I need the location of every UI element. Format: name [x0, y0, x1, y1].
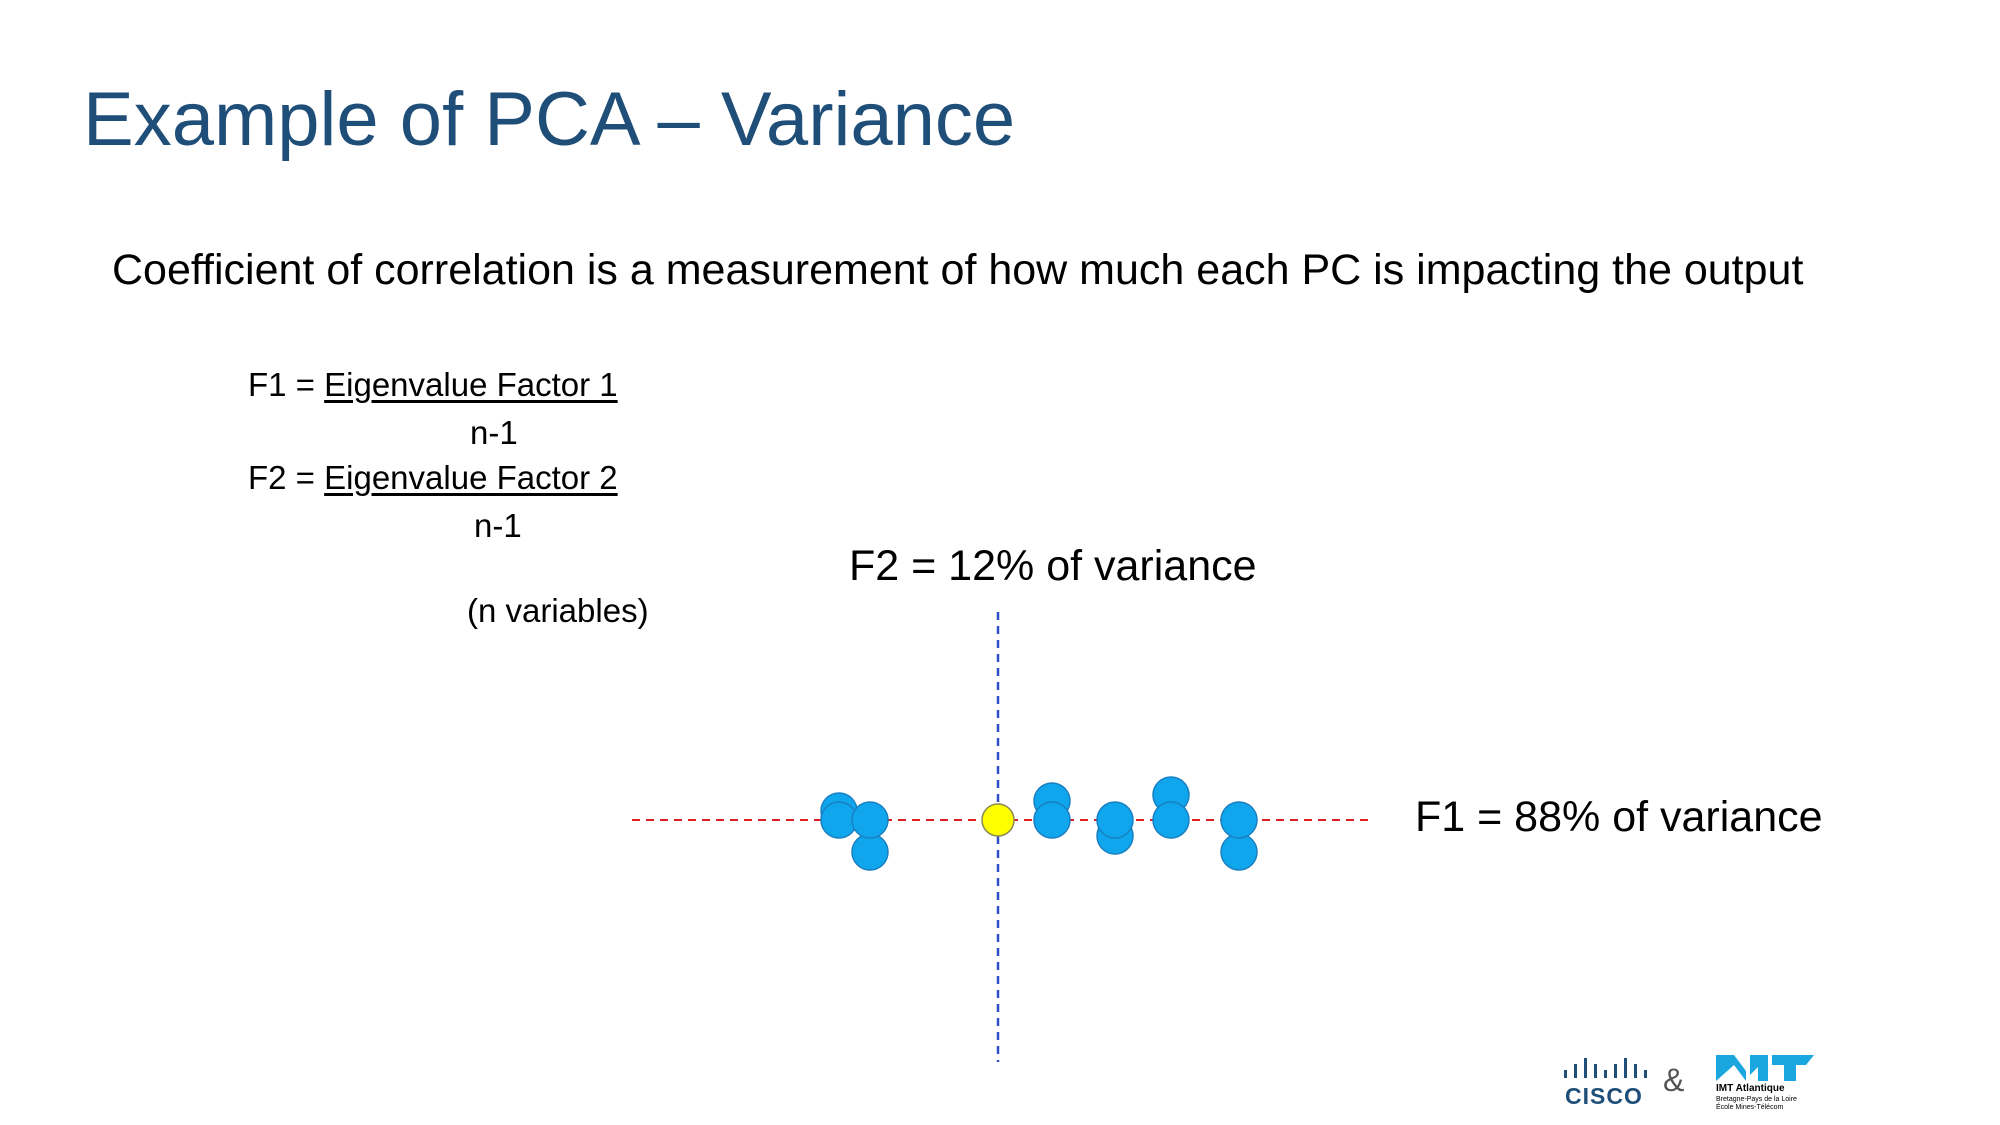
- cisco-bars-icon: [1564, 1058, 1647, 1078]
- f1-variance-label: F1 = 88% of variance: [1415, 793, 1823, 841]
- slide-title: Example of PCA – Variance: [83, 77, 1016, 162]
- data-point: [1096, 801, 1134, 839]
- data-point: [1220, 801, 1258, 839]
- formula-f1-lhs: F1 =: [248, 366, 325, 403]
- cisco-wordmark: CISCO: [1565, 1083, 1643, 1109]
- formula-f1: F1 = Eigenvalue Factor 1: [248, 365, 618, 405]
- imt-subtitle: Bretagne-Pays de la Loire École Mines-Té…: [1716, 1096, 1797, 1111]
- slide-subtitle: Coefficient of correlation is a measurem…: [112, 246, 1804, 294]
- formula-f2: F2 = Eigenvalue Factor 2: [248, 458, 618, 498]
- formula-f2-numerator: Eigenvalue Factor 2: [324, 459, 618, 496]
- data-point: [1220, 833, 1258, 871]
- logo-ampersand: &: [1663, 1062, 1685, 1098]
- imt-name: IMT Atlantique: [1716, 1083, 1785, 1094]
- n-variables-note: (n variables): [467, 592, 649, 629]
- imt-logo-icon: [1716, 1055, 1814, 1081]
- imt-subtitle-line2: École Mines-Télécom: [1716, 1103, 1784, 1111]
- formula-f2-lhs: F2 =: [248, 459, 325, 496]
- data-point: [1033, 801, 1071, 839]
- formula-f1-numerator: Eigenvalue Factor 1: [324, 366, 618, 403]
- formula-f2-denominator: n-1: [474, 507, 522, 544]
- data-point: [1152, 801, 1190, 839]
- center-point: [981, 803, 1015, 837]
- data-point: [851, 801, 889, 839]
- formula-f1-denominator: n-1: [470, 414, 518, 451]
- imt-subtitle-line1: Bretagne-Pays de la Loire: [1716, 1096, 1797, 1103]
- f2-variance-label: F2 = 12% of variance: [849, 542, 1257, 590]
- data-point: [851, 833, 889, 871]
